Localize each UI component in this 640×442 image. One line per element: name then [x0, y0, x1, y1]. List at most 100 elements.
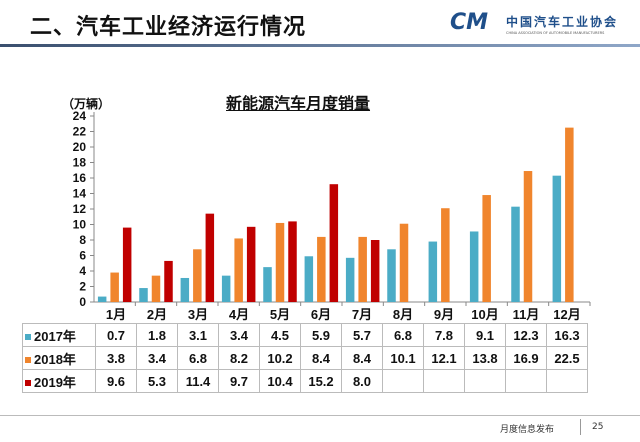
data-label: 3.4 [218, 323, 260, 347]
value: 3.8 [106, 350, 126, 366]
value: 13.8 [472, 350, 498, 366]
data-label: 6.8 [177, 346, 219, 370]
x-tick-label: 3月 [177, 304, 219, 324]
legend-entry: 2017年 [22, 323, 96, 347]
value: 6.8 [393, 327, 413, 343]
value: 9.1 [475, 327, 495, 343]
data-label: 9.1 [464, 323, 506, 347]
data-label: 5.9 [300, 323, 342, 347]
value: 1.8 [147, 327, 167, 343]
y-tick-label: 18 [73, 156, 87, 170]
bar-2018年-2月 [151, 275, 161, 302]
y-tick-label: 2 [79, 280, 86, 294]
x-tick-label: 4月 [218, 304, 260, 324]
value: 8.4 [311, 350, 331, 366]
data-label: 5.7 [341, 323, 383, 347]
data-label [423, 369, 465, 393]
bar-2019年-2月 [164, 260, 173, 302]
value: 15.2 [308, 373, 334, 389]
value: 11.4 [185, 373, 211, 389]
value: 0.7 [106, 327, 126, 343]
data-label: 6.8 [382, 323, 424, 347]
bar-2017年-5月 [263, 267, 272, 302]
data-label: 13.8 [464, 346, 506, 370]
value: 5.3 [147, 373, 167, 389]
bar-2017年-1月 [97, 296, 107, 302]
bar-2019年-5月 [288, 221, 297, 302]
data-table: 1月 2月 3月 4月 5月 6月 7月 8月 9月 10月 11月 12月 2017年 0.7 1.8 3.… [22, 304, 588, 393]
value: 7.8 [434, 327, 454, 343]
value: 8.4 [352, 350, 372, 366]
header-divider [0, 44, 640, 47]
value: 3.1 [188, 327, 208, 343]
bar-2017年-12月 [552, 175, 562, 302]
x-tick-label: 9月 [423, 304, 465, 324]
value: 5.9 [311, 327, 331, 343]
y-tick-label: 0 [79, 295, 86, 309]
bar-2017年-4月 [221, 275, 231, 302]
data-label: 10.4 [259, 369, 301, 393]
data-label: 12.1 [423, 346, 465, 370]
caam-logo: CM 中国汽车工业协会 CHINA ASSOCIATION OF AUTOMOB… [450, 10, 635, 40]
bar-2018年-12月 [565, 127, 574, 302]
legend-swatch [25, 357, 31, 364]
value: 12.3 [513, 327, 539, 343]
value: 3.4 [147, 350, 167, 366]
data-label: 10.2 [259, 346, 301, 370]
value: 9.7 [229, 373, 249, 389]
table-row: 2019年 9.6 5.3 11.4 9.7 10.4 15.2 8.0 [22, 369, 588, 393]
y-tick-label: 10 [73, 218, 87, 232]
bar-2017年-7月 [345, 257, 355, 302]
data-label: 8.0 [341, 369, 383, 393]
bar-2018年-7月 [358, 236, 367, 302]
value: 10.2 [267, 350, 293, 366]
y-tick-label: 4 [79, 264, 86, 278]
data-label: 1.8 [136, 323, 178, 347]
value: 12.1 [431, 350, 457, 366]
data-label: 9.6 [95, 369, 137, 393]
data-label: 12.3 [505, 323, 547, 347]
value: 16.3 [554, 327, 580, 343]
data-label [464, 369, 506, 393]
data-label: 10.1 [382, 346, 424, 370]
table-header-row: 1月 2月 3月 4月 5月 6月 7月 8月 9月 10月 11月 12月 [22, 304, 588, 324]
x-tick-label: 6月 [300, 304, 342, 324]
data-label: 4.5 [259, 323, 301, 347]
value: 16.9 [513, 350, 539, 366]
table-row: 2018年 3.8 3.4 6.8 8.2 10.2 8.4 8.4 10.1 12.1 13.8 1… [22, 346, 588, 370]
data-label: 8.4 [300, 346, 342, 370]
data-label: 22.5 [546, 346, 588, 370]
footer-divider [0, 415, 640, 416]
x-tick-label: 7月 [341, 304, 383, 324]
value: 4.5 [270, 327, 290, 343]
data-label [546, 369, 588, 393]
bar-2018年-9月 [441, 208, 450, 302]
y-tick-label: 14 [73, 187, 87, 201]
data-label: 5.3 [136, 369, 178, 393]
legend-swatch [25, 380, 31, 387]
x-tick-label: 2月 [136, 304, 178, 324]
data-label: 9.7 [218, 369, 260, 393]
data-label [505, 369, 547, 393]
bar-2017年-6月 [304, 256, 314, 302]
table-row: 2017年 0.7 1.8 3.1 3.4 4.5 5.9 5.7 6.8 7.8 9.1 12.3 1… [22, 323, 588, 347]
y-tick-label: 8 [79, 233, 86, 247]
chart-title: 新能源汽车月度销量 [226, 94, 371, 113]
logo-text-cn: 中国汽车工业协会 [506, 15, 619, 29]
data-label: 15.2 [300, 369, 342, 393]
bar-2018年-4月 [234, 238, 243, 302]
value: 22.5 [554, 350, 580, 366]
logo-text-en: CHINA ASSOCIATION OF AUTOMOBILE MANUFACT… [506, 31, 605, 35]
bar-2018年-3月 [193, 249, 202, 302]
x-tick-label: 5月 [259, 304, 301, 324]
x-tick-label: 11月 [505, 304, 547, 324]
data-label: 16.3 [546, 323, 588, 347]
value: 6.8 [188, 350, 208, 366]
data-label: 0.7 [95, 323, 137, 347]
bar-2017年-11月 [511, 206, 520, 302]
x-tick-label: 12月 [546, 304, 588, 324]
value: 9.6 [106, 373, 126, 389]
y-tick-label: 12 [73, 202, 87, 216]
page-number: 25 [592, 422, 604, 432]
